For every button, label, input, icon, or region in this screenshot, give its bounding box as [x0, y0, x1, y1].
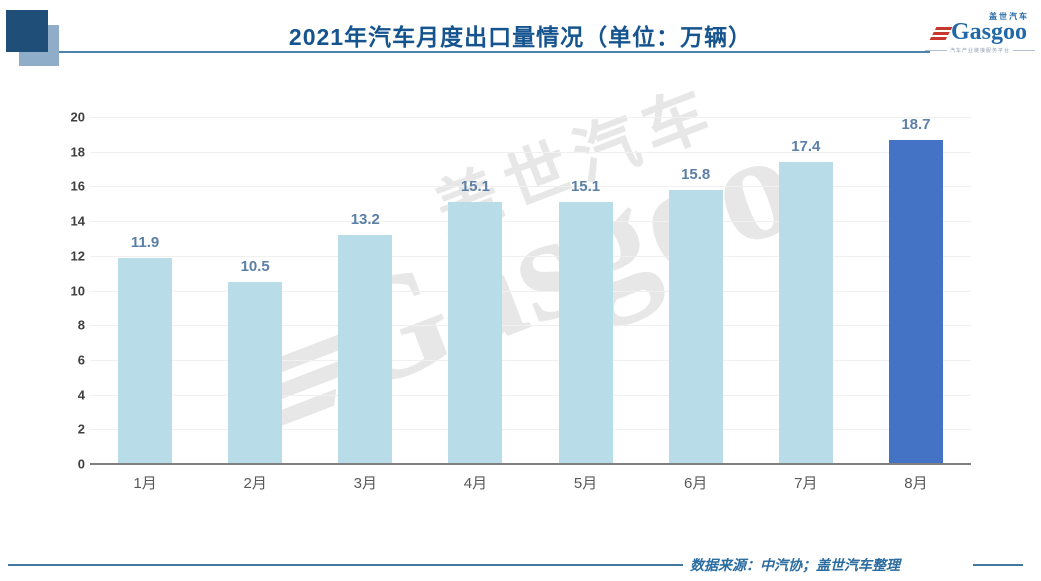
title-underline — [57, 51, 930, 53]
tagline-dash-left — [925, 50, 947, 51]
x-tick-label: 6月 — [684, 475, 708, 492]
y-tick-label: 6 — [77, 352, 85, 368]
bar-value-label: 11.9 — [130, 233, 160, 251]
y-tick-label: 14 — [70, 213, 85, 229]
y-tick-label: 20 — [70, 109, 85, 125]
bar-value-label: 18.7 — [901, 115, 931, 133]
page-title: 2021年汽车月度出口量情况（单位：万辆） — [288, 24, 753, 50]
gridline — [90, 186, 971, 188]
x-tick-label: 7月 — [794, 475, 818, 492]
bar-value-label: 10.5 — [240, 257, 270, 275]
bar-7月 — [778, 162, 833, 464]
decor-square-dark — [6, 10, 48, 52]
bar-value-label: 15.8 — [681, 165, 711, 183]
gridline — [90, 221, 971, 223]
bar-value-label: 15.1 — [460, 178, 491, 196]
logo-stripes-icon — [929, 27, 953, 40]
x-axis: 1月 2月 3月 4月 5月 6月 7月 8月 — [90, 472, 971, 496]
gridline — [90, 429, 971, 431]
gridline — [90, 255, 971, 257]
y-tick-label: 12 — [70, 248, 85, 264]
logo-wordmark: Gasgoo — [950, 19, 1027, 45]
bar-4月 — [448, 202, 503, 464]
tagline-dash-right — [1013, 50, 1036, 51]
logo-tagline: 汽车产业链接服务平台 — [950, 48, 1011, 54]
gridline — [90, 394, 971, 396]
y-tick-label: 18 — [70, 144, 85, 160]
x-tick-label: 8月 — [904, 475, 928, 492]
y-axis: 0 2 4 6 8 10 12 14 16 18 20 — [40, 110, 85, 472]
bar-2月 — [228, 281, 283, 464]
y-tick-label: 0 — [77, 456, 85, 472]
y-tick-label: 2 — [77, 421, 85, 437]
x-tick-label: 3月 — [353, 475, 377, 492]
plot-area: 盖世汽车 Gasgoo 11.910.513.215.115.115.817.4… — [90, 74, 971, 465]
gridline — [90, 117, 971, 118]
y-tick-label: 4 — [77, 387, 85, 403]
x-tick-label: 1月 — [133, 475, 157, 492]
gridlines — [90, 117, 971, 464]
bar-value-label: 13.2 — [350, 210, 380, 228]
bar-value-label: 15.1 — [570, 178, 601, 196]
bars: 11.9 10.5 13.2 15.1 15.1 15.8 17.4 18.7 — [90, 115, 971, 464]
y-tick-label: 16 — [70, 178, 85, 194]
data-source-note: 数据来源：中汽协；盖世汽车整理 — [690, 557, 900, 573]
logo-chinese-name: 盖世汽车 — [989, 12, 1029, 21]
bar-1月 — [118, 257, 173, 464]
y-tick-label: 10 — [70, 283, 85, 298]
x-tick-label: 2月 — [243, 475, 267, 492]
bar-value-label: 17.4 — [791, 138, 821, 156]
y-tick-label: 8 — [77, 317, 85, 333]
x-axis-line — [90, 463, 971, 465]
gridline — [90, 359, 971, 361]
bar-3月 — [338, 234, 393, 464]
x-tick-label: 5月 — [573, 475, 598, 492]
footer-rule-right — [973, 564, 1023, 566]
bar-8月 — [888, 139, 943, 464]
footer-rule-left — [8, 564, 683, 566]
logo-lockup: Gasgoo 盖世汽车 — [925, 12, 1035, 44]
gasgoo-logo: Gasgoo 盖世汽车 汽车产业链接服务平台 — [925, 12, 1036, 54]
gridline — [90, 325, 971, 327]
bar-5月 — [558, 202, 613, 464]
gridline — [90, 290, 971, 292]
x-tick-label: 4月 — [463, 475, 488, 492]
gridline — [90, 151, 971, 153]
logo-tagline-row: 汽车产业链接服务平台 — [925, 47, 1036, 54]
bar-6月 — [668, 189, 723, 464]
